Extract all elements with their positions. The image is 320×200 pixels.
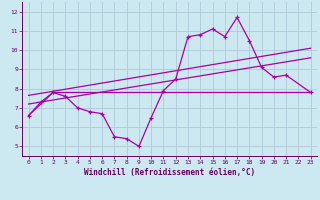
X-axis label: Windchill (Refroidissement éolien,°C): Windchill (Refroidissement éolien,°C)	[84, 168, 255, 177]
